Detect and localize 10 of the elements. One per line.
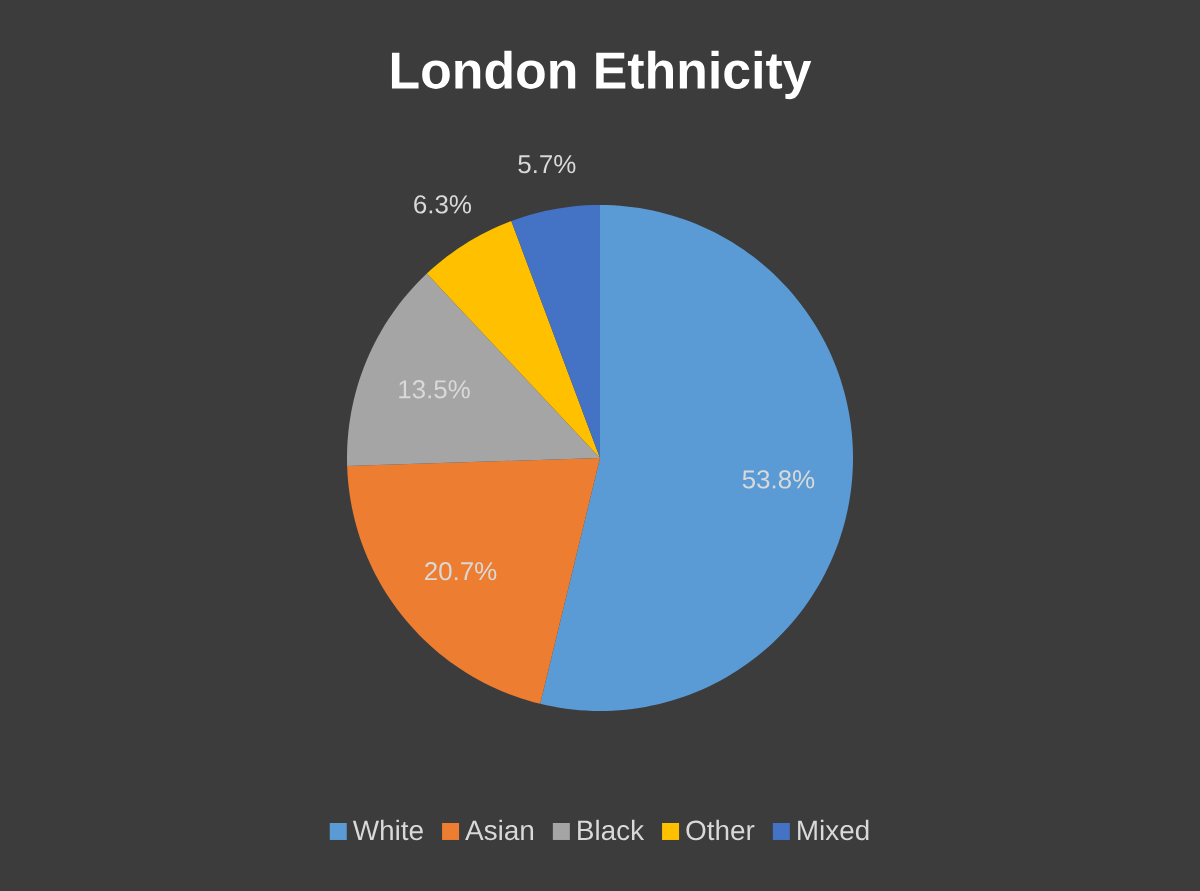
legend-label: Mixed <box>798 819 869 841</box>
legend-label: White <box>352 819 423 841</box>
legend-label: Black <box>578 819 645 841</box>
data-label: 6.3% <box>414 195 471 214</box>
legend-label: Asian <box>465 819 534 841</box>
chart-title: London Ethnicity <box>391 50 812 100</box>
data-label: 20.7% <box>425 562 497 581</box>
data-label: 5.7% <box>518 155 576 174</box>
data-label: 53.8% <box>742 470 815 489</box>
legend-label: Other <box>686 819 755 841</box>
